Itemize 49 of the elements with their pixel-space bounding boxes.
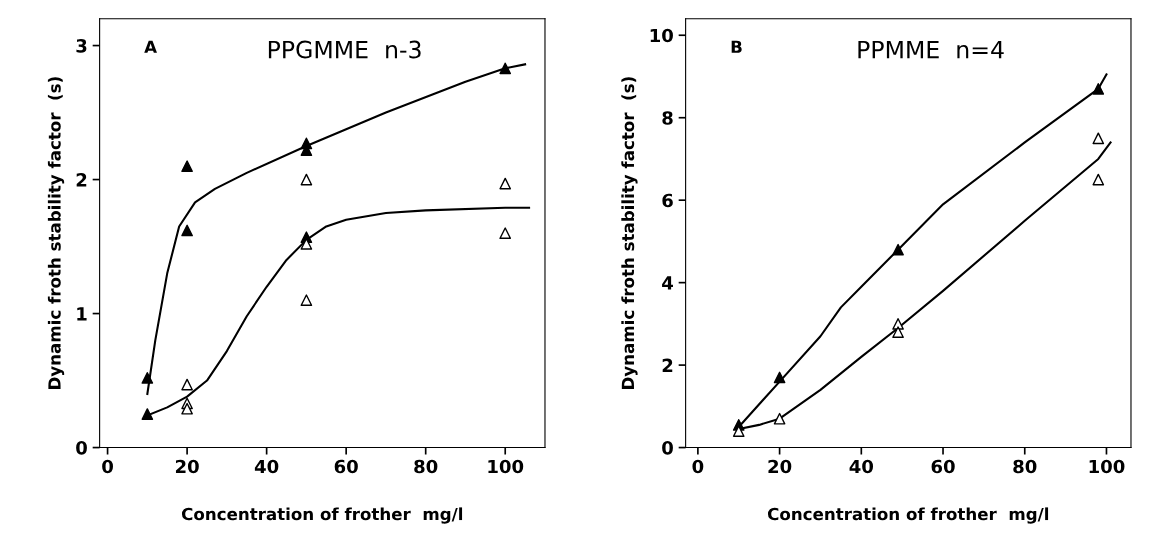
x-tick-label: 0	[102, 459, 113, 474]
point	[499, 62, 512, 75]
x-tick-label: 40	[849, 459, 874, 474]
x-axis-title: Concentration of frother mg/l	[767, 507, 1049, 524]
x-tick-label: 20	[175, 459, 199, 474]
y-tick-label: 6	[662, 193, 673, 208]
point	[499, 177, 512, 190]
point	[499, 227, 512, 240]
x-tick-label: 100	[488, 459, 524, 474]
y-axis-title: Dynamic froth stability factor (s)	[621, 77, 638, 389]
x-tick-label: 80	[1013, 459, 1037, 474]
x-tick-label: 40	[254, 459, 279, 474]
point	[1092, 173, 1105, 186]
point	[300, 294, 313, 307]
point	[892, 243, 904, 256]
y-tick-label: 0	[76, 441, 87, 455]
y-tick-label: 1	[77, 307, 87, 321]
point	[773, 371, 786, 384]
point	[773, 412, 786, 425]
y-tick-label: 10	[650, 28, 673, 43]
y-tick-label: 2	[662, 358, 673, 372]
annotation: A	[144, 40, 157, 53]
x-tick-label: 60	[334, 459, 358, 474]
point	[141, 408, 154, 420]
x-tick-label: 80	[414, 459, 438, 474]
y-axis-title: Dynamic froth stability factor (s)	[47, 77, 65, 389]
y-tick-label: 8	[662, 111, 673, 125]
point	[181, 160, 193, 173]
point	[141, 372, 154, 384]
point	[1092, 83, 1105, 95]
point	[892, 326, 904, 338]
x-tick-label: 100	[1089, 459, 1125, 474]
text: PPMME n=4	[858, 40, 1004, 59]
point	[181, 378, 193, 391]
y-tick-label: 4	[662, 276, 673, 290]
point	[1092, 132, 1105, 145]
point	[181, 402, 193, 415]
x-axis-title: Concentration of frother mg/l	[181, 507, 463, 524]
point	[300, 173, 313, 186]
text: PPGMME n-3	[268, 40, 421, 59]
annotation: B	[731, 40, 742, 53]
x-tick-label: 60	[931, 459, 955, 474]
y-tick-label: 0	[662, 441, 673, 455]
y-tick-label: 2	[76, 173, 87, 187]
x-tick-label: 0	[692, 459, 704, 474]
point	[181, 224, 193, 237]
y-tick-label: 3	[76, 39, 87, 53]
x-tick-label: 20	[768, 459, 792, 474]
line-series	[146, 63, 527, 395]
